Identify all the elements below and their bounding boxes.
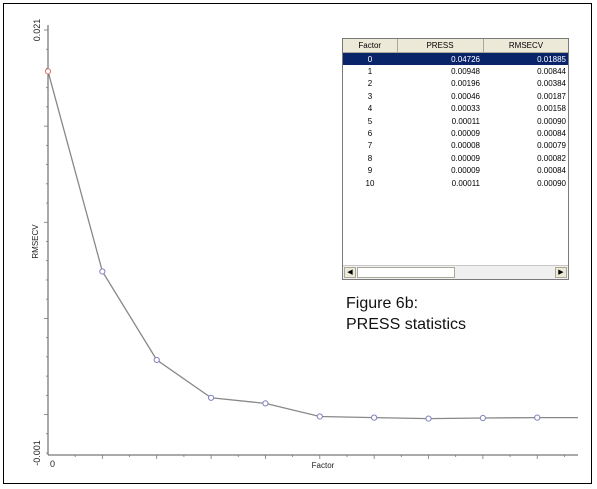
- cell-factor: 8: [367, 153, 373, 163]
- data-point: [425, 415, 432, 422]
- header-rmsecv[interactable]: RMSECV: [483, 39, 568, 53]
- cell-press: 0.00009: [451, 129, 480, 139]
- arrow-left-icon[interactable]: ◀: [344, 267, 356, 278]
- cell-rmsecv: 0.00090: [537, 116, 566, 126]
- data-point: [262, 400, 269, 407]
- series-layer: [44, 68, 578, 422]
- cell-factor: 5: [367, 116, 373, 126]
- cell-rmsecv: 0.00090: [537, 178, 566, 188]
- cell-rmsecv: 0.00187: [537, 91, 566, 101]
- table-row[interactable]: 2 0.00196 0.00384: [343, 78, 568, 90]
- cell-factor: 2: [367, 79, 373, 89]
- figure-caption: Figure 6b: PRESS statistics: [346, 293, 466, 335]
- press-table-widget[interactable]: Factor PRESS RMSECV 0 0.04726 0.01885 1 0.00…: [342, 38, 569, 280]
- data-point: [316, 413, 323, 420]
- cell-rmsecv: 0.00084: [537, 129, 566, 139]
- cell-rmsecv: 0.00844: [537, 67, 566, 77]
- cell-press: 0.00196: [451, 79, 480, 89]
- cell-press: 0.00948: [451, 67, 480, 77]
- cell-factor: 0: [343, 52, 397, 66]
- header-factor[interactable]: Factor: [343, 39, 398, 53]
- data-point: [479, 414, 486, 422]
- data-point: [44, 68, 52, 75]
- horizontal-scrollbar[interactable]: ◀ ▶: [343, 265, 568, 279]
- cell-rmsecv: 0.00079: [537, 141, 566, 151]
- cell-press: 0.00009: [451, 153, 480, 163]
- scrollbar-thumb[interactable]: [357, 267, 455, 278]
- table-row[interactable]: 10 0.00011 0.00090: [343, 177, 568, 189]
- cell-press: 0.04726: [397, 52, 483, 66]
- cell-rmsecv: 0.00084: [537, 166, 566, 176]
- table-row[interactable]: 1 0.00948 0.00844: [343, 65, 568, 77]
- data-point: [371, 414, 378, 421]
- arrow-right-icon[interactable]: ▶: [555, 267, 567, 278]
- cell-rmsecv: 0.00082: [537, 153, 566, 163]
- table-header-row: Factor PRESS RMSECV: [343, 39, 568, 53]
- table-row[interactable]: 3 0.00046 0.00187: [343, 90, 568, 102]
- caption-line-1: Figure 6b:: [346, 295, 419, 312]
- table-row[interactable]: 4 0.00033 0.00158: [343, 103, 568, 115]
- data-point: [207, 394, 215, 401]
- cell-press: 0.00009: [451, 166, 480, 176]
- cell-factor: 6: [367, 129, 373, 139]
- data-point: [534, 414, 541, 421]
- cell-press: 0.00008: [451, 141, 480, 151]
- table-row[interactable]: 8 0.00009 0.00082: [343, 152, 568, 164]
- table-row[interactable]: 7 0.00008 0.00079: [343, 140, 568, 152]
- table-row[interactable]: 0 0.04726 0.01885: [343, 52, 568, 66]
- y-axis-title: RMSECV: [31, 224, 40, 259]
- caption-line-2: PRESS statistics: [346, 316, 467, 333]
- cell-rmsecv: 0.00158: [537, 104, 566, 114]
- cell-factor: 10: [365, 178, 375, 188]
- cell-factor: 4: [367, 104, 373, 114]
- y-tick-label: 0.021: [32, 19, 42, 42]
- cell-press: 0.00046: [451, 91, 480, 101]
- cell-factor: 9: [367, 166, 373, 176]
- cell-rmsecv: 0.00384: [537, 79, 566, 89]
- cell-press: 0.00011: [451, 116, 480, 126]
- cell-factor: 7: [367, 141, 373, 151]
- x-tick-label: 0: [50, 459, 55, 469]
- header-press[interactable]: PRESS: [397, 39, 484, 53]
- cell-rmsecv: 0.01885: [483, 52, 568, 66]
- data-point: [99, 268, 106, 275]
- cell-press: 0.00011: [451, 178, 480, 188]
- cell-factor: 1: [367, 67, 373, 77]
- x-axis-title: Factor: [312, 461, 335, 470]
- table-row[interactable]: 5 0.00011 0.00090: [343, 115, 568, 127]
- press-table: Factor PRESS RMSECV 0 0.04726 0.01885 1 0.00…: [343, 39, 568, 189]
- table-row[interactable]: 9 0.00009 0.00084: [343, 165, 568, 177]
- plot-axes: 0.021 -0.001 0 RMSECV Factor: [31, 19, 578, 470]
- cell-press: 0.00033: [451, 104, 480, 114]
- y-tick-label: -0.001: [32, 440, 42, 466]
- data-point: [153, 356, 160, 364]
- table-row[interactable]: 6 0.00009 0.00084: [343, 127, 568, 139]
- cell-factor: 3: [367, 91, 373, 101]
